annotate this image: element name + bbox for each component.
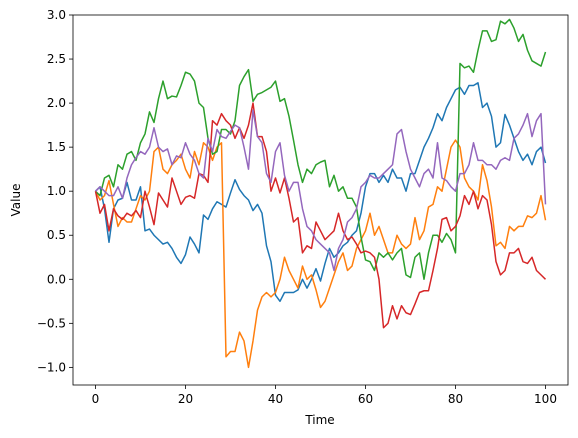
y-tick-label: 2.0: [47, 96, 66, 110]
x-tick-label: 40: [268, 392, 283, 406]
y-tick-label: 0.5: [47, 228, 66, 242]
line-series: [94, 102, 547, 329]
axes-frame: [72, 14, 569, 386]
y-tick-label: 0.0: [47, 272, 66, 286]
line-series: [94, 18, 547, 281]
y-tick-label: 2.5: [47, 52, 66, 66]
x-tick-label: 100: [534, 392, 557, 406]
x-tick-label: 0: [92, 392, 100, 406]
y-axis-label: Value: [9, 184, 23, 217]
y-tick-label: 3.0: [47, 8, 66, 22]
line-series: [94, 82, 547, 303]
line-series: [94, 109, 547, 272]
x-tick-label: 20: [178, 392, 193, 406]
x-tick-label: 60: [358, 392, 373, 406]
y-tick-label: 1.5: [47, 140, 66, 154]
x-tick-label: 80: [448, 392, 463, 406]
y-tick-label: −0.5: [37, 316, 66, 330]
line-series: [94, 139, 547, 369]
x-axis-label: Time: [304, 413, 334, 427]
y-tick-label: 1.0: [47, 184, 66, 198]
y-tick-label: −1.0: [37, 360, 66, 374]
